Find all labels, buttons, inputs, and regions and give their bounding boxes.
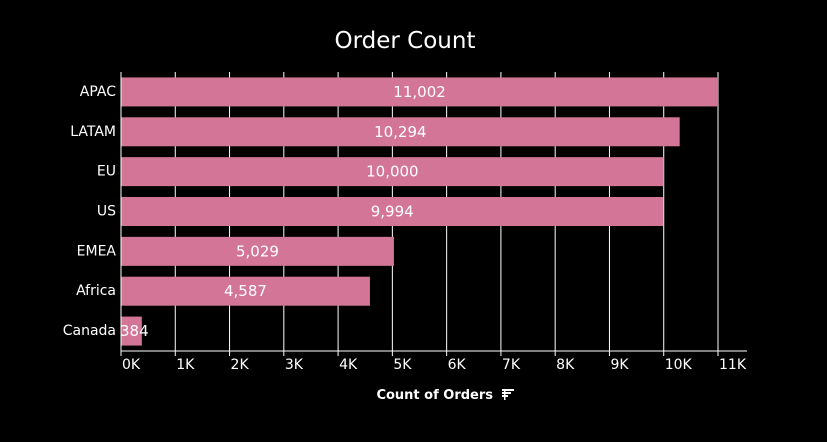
bar[interactable] xyxy=(121,197,664,226)
x-tick-label: 3K xyxy=(285,357,304,373)
x-tick-label: 6K xyxy=(448,357,467,373)
x-tick-label: 5K xyxy=(393,357,412,373)
data-label: 11,002 xyxy=(393,83,446,101)
bar[interactable] xyxy=(121,117,680,147)
data-label: 10,000 xyxy=(366,163,419,181)
chart-title: Order Count xyxy=(334,28,476,54)
category-label: Africa xyxy=(76,283,116,299)
data-label: 5,029 xyxy=(236,242,279,260)
data-label: 9,994 xyxy=(371,203,414,221)
bar[interactable] xyxy=(121,157,664,187)
x-tick-label: 2K xyxy=(231,357,250,373)
x-axis-label: Count of Orders xyxy=(376,388,494,403)
category-label: Canada xyxy=(63,323,116,339)
bar[interactable] xyxy=(121,316,142,346)
data-label: 4,587 xyxy=(224,282,267,300)
x-tick-label: 10K xyxy=(665,357,693,373)
x-tick-label: 4K xyxy=(339,357,358,373)
bar[interactable] xyxy=(121,276,370,306)
category-label: EU xyxy=(97,164,116,180)
sort-descending-icon[interactable] xyxy=(501,389,514,400)
category-label: US xyxy=(97,204,116,220)
x-tick-label: 8K xyxy=(556,357,575,373)
data-label: 384 xyxy=(120,322,149,340)
category-label: APAC xyxy=(80,84,116,100)
x-tick-label: 11K xyxy=(719,357,747,373)
x-tick-label: 0K xyxy=(122,357,141,373)
category-label: LATAM xyxy=(70,124,116,140)
bar[interactable] xyxy=(121,236,394,266)
bar[interactable] xyxy=(121,77,719,107)
data-label: 10,294 xyxy=(374,123,427,141)
x-axis-title[interactable]: Count of Orders xyxy=(0,388,827,403)
x-tick-label: 1K xyxy=(176,357,195,373)
x-tick-label: 7K xyxy=(502,357,521,373)
category-label: EMEA xyxy=(77,243,117,259)
x-tick-label: 9K xyxy=(610,357,629,373)
